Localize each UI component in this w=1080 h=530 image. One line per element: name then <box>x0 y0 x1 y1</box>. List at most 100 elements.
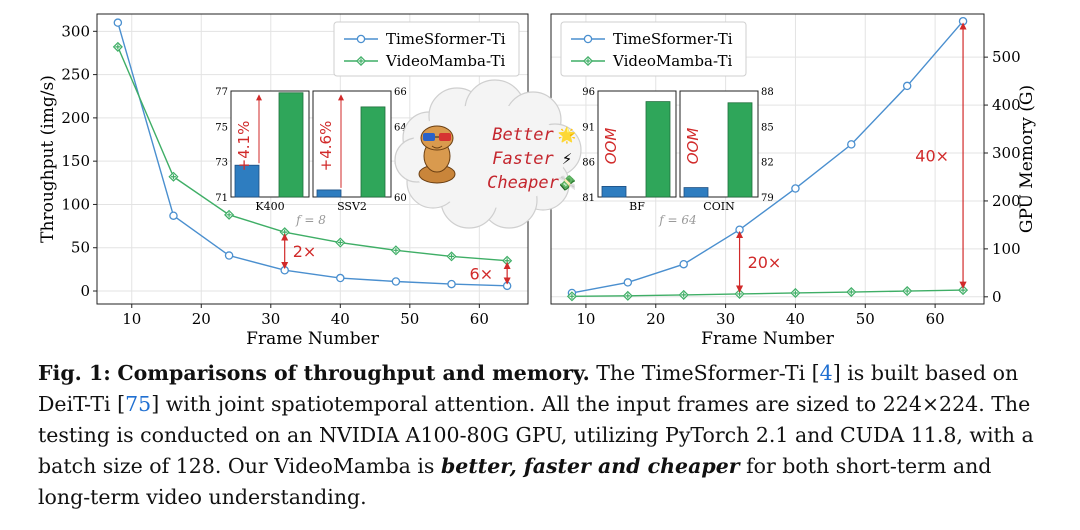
inset-tick-label: 96 <box>582 87 595 98</box>
legend-box <box>333 21 520 77</box>
x-tick-label: 20 <box>646 310 665 328</box>
legend-marker-videomamba-ti <box>355 55 367 67</box>
inset-frame-footnote: f = 8 <box>295 213 326 227</box>
inset-tick-label: 75 <box>215 122 228 133</box>
data-point-videomamba-ti <box>846 286 857 298</box>
data-point-videomamba-ti <box>902 286 913 297</box>
series-line-timesformer-ti <box>571 20 964 294</box>
series-line-timesformer-ti <box>117 22 508 287</box>
inset-tick-label: 73 <box>215 158 228 169</box>
data-point-timesformer-ti <box>447 279 456 289</box>
data-point-timesformer-ti <box>791 184 800 193</box>
ratio-annotation: 6× <box>470 264 494 283</box>
caption-title: Comparisons of throughput and memory. <box>117 361 590 385</box>
inset-bar-videomamba <box>727 102 753 198</box>
cloud-emoji-cheaper-icon: 💸 <box>558 174 577 192</box>
x-tick-label: 60 <box>926 310 945 328</box>
y-tick-label: 100 <box>992 240 1021 258</box>
x-tick-label: 60 <box>470 310 489 328</box>
inset-bar-timesformer <box>683 187 709 198</box>
better-faster-cheaper-cloud: Better 🌟Faster ⚡Cheaper💸 <box>394 79 582 229</box>
x-tick-label: 20 <box>192 310 211 328</box>
mascot-head <box>420 125 454 151</box>
x-tick-label: 50 <box>400 310 419 328</box>
data-point-videomamba-ti <box>112 41 123 52</box>
data-point-timesformer-ti <box>224 251 234 260</box>
caption-text-4: for both short-term and long-term video … <box>38 454 992 509</box>
legend-box <box>560 21 747 77</box>
x-axis-label: Frame Number <box>246 329 380 349</box>
inset-gain-label: +4.6% <box>317 121 335 172</box>
inset-tick-label: 79 <box>761 193 774 204</box>
inset-gain-label: +4.1% <box>235 121 253 172</box>
series-line-videomamba-ti <box>571 289 964 298</box>
data-point-videomamba-ti <box>168 171 179 182</box>
cloud-word-cheaper: Cheaper <box>487 173 559 193</box>
data-point-timesformer-ti <box>113 18 123 27</box>
legend-label-videomamba-ti: VideoMamba-Ti <box>612 52 732 70</box>
y-tick-label: 100 <box>61 195 90 213</box>
mascot-glasses-right <box>439 133 451 141</box>
cloud-emoji-faster-icon: ⚡ <box>562 150 573 168</box>
caption-text-3: ] with joint spatiotemporal attention. A… <box>38 392 1034 478</box>
inset-bar-timesformer <box>316 189 342 198</box>
legend-label-timesformer-ti: TimeSformer-Ti <box>386 30 506 48</box>
inset-category-label: K400 <box>255 200 284 213</box>
y-tick-label: 150 <box>61 152 90 170</box>
inset-bar-videomamba <box>360 106 386 198</box>
data-point-videomamba-ti <box>566 291 578 302</box>
x-tick-label: 50 <box>856 310 875 328</box>
data-point-videomamba-ti <box>390 245 401 256</box>
inset-frame-footnote: f = 64 <box>658 213 696 227</box>
ratio-annotation: 40× <box>915 147 949 166</box>
caption-emphasis: better, faster and cheaper <box>440 454 740 478</box>
legend-marker-timesformer-ti <box>356 34 366 44</box>
snake-mascot-icon <box>418 125 456 184</box>
inset-tick-label: 77 <box>215 87 228 98</box>
legend-marker-videomamba-ti <box>582 55 594 67</box>
y-axis-label: Throughput (img/s) <box>38 75 58 243</box>
inset-tick-label: 82 <box>761 158 774 169</box>
x-tick-label: 30 <box>261 310 280 328</box>
caption-ref-75[interactable]: 75 <box>125 392 152 416</box>
y-tick-label: 250 <box>61 66 90 84</box>
data-point-timesformer-ti <box>391 277 401 286</box>
series-line-videomamba-ti <box>117 46 508 262</box>
data-point-timesformer-ti <box>169 211 178 220</box>
caption-ref-4[interactable]: 4 <box>819 361 833 385</box>
legend-marker-timesformer-ti <box>583 34 593 44</box>
inset-bar-videomamba <box>278 92 304 198</box>
inset-bar-timesformer <box>601 185 627 198</box>
y-tick-label: 200 <box>61 109 90 127</box>
x-tick-label: 10 <box>576 310 595 328</box>
y-axis-label: GPU Memory (G) <box>1017 85 1037 233</box>
y-tick-label: 0 <box>80 282 90 300</box>
x-tick-label: 10 <box>122 310 141 328</box>
ratio-annotation: 2× <box>293 242 317 261</box>
legend-label-videomamba-ti: VideoMamba-Ti <box>385 52 505 70</box>
mascot-glasses-left <box>423 133 435 141</box>
x-axis-label: Frame Number <box>701 329 835 349</box>
cloud-word-faster: Faster <box>492 149 554 169</box>
inset-category-label: COIN <box>703 200 735 213</box>
y-tick-label: 0 <box>992 288 1002 306</box>
data-point-videomamba-ti <box>622 290 633 301</box>
y-tick-label: 300 <box>992 144 1021 162</box>
inset-oom-label: OOM <box>684 128 702 165</box>
data-point-timesformer-ti <box>679 259 688 269</box>
data-point-videomamba-ti <box>446 251 457 262</box>
accuracy-inset-long-term: 96 91 86 81 OOM BF 88 85 82 79 OOM COIN f = 64 <box>582 87 773 227</box>
data-point-videomamba-ti <box>335 237 346 248</box>
inset-tick-label: 66 <box>394 87 407 98</box>
x-tick-label: 40 <box>331 310 350 328</box>
caption-text-1: The TimeSformer-Ti [ <box>596 361 820 385</box>
x-tick-label: 40 <box>786 310 805 328</box>
y-tick-label: 300 <box>61 22 90 40</box>
data-point-timesformer-ti <box>902 81 912 91</box>
y-tick-label: 400 <box>992 96 1021 114</box>
caption-fig-label: Fig. 1: <box>38 361 111 385</box>
inset-category-label: SSV2 <box>337 200 367 213</box>
inset-tick-label: 88 <box>761 87 774 98</box>
